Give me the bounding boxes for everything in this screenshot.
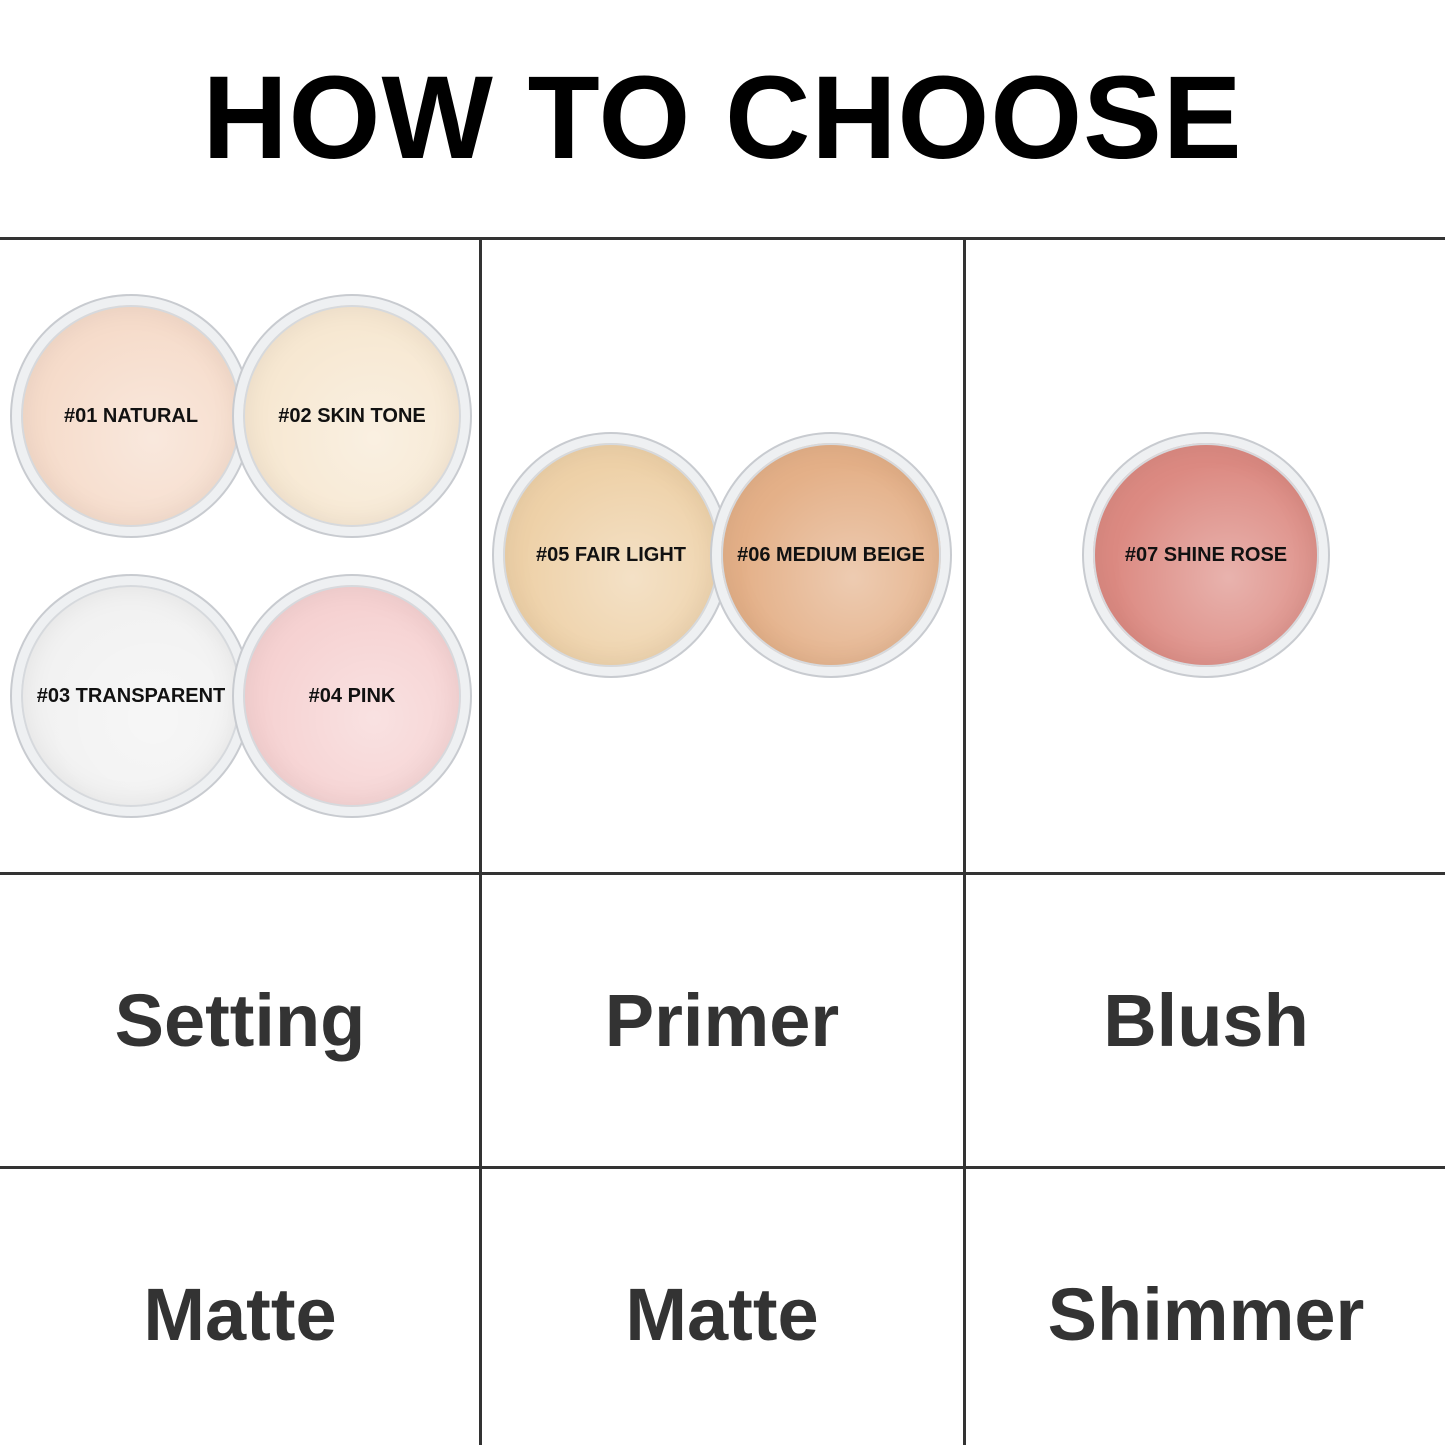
shade-label: #01 NATURAL	[63, 404, 199, 427]
grid-line	[0, 237, 1445, 240]
grid-line	[479, 238, 482, 1445]
use-primer: Primer	[604, 979, 840, 1062]
finish-setting: Matte	[143, 1273, 337, 1356]
shade-jar-02: #02 SKIN TONE	[234, 296, 470, 536]
shade-jar-04: #04 PINK	[234, 576, 470, 816]
shade-jar-06: #06 MEDIUM BEIGE	[712, 434, 950, 676]
shade-label: #05 FAIR LIGHT	[535, 543, 687, 566]
grid-line	[0, 872, 1445, 875]
shade-jar-03: #03 TRANSPARENT	[12, 576, 250, 816]
shade-label: #04 PINK	[308, 684, 396, 707]
shade-label: #03 TRANSPARENT	[36, 684, 226, 707]
shade-label: #06 MEDIUM BEIGE	[737, 543, 925, 566]
shade-label: #02 SKIN TONE	[278, 404, 426, 427]
finish-primer: Matte	[625, 1273, 819, 1356]
page-title: HOW TO CHOOSE	[202, 52, 1243, 184]
use-blush: Blush	[1103, 979, 1309, 1062]
shade-jar-05: #05 FAIR LIGHT	[494, 434, 728, 676]
shade-label: #07 SHINE ROSE	[1124, 543, 1288, 566]
shade-jar-01: #01 NATURAL	[12, 296, 250, 536]
use-setting: Setting	[114, 979, 366, 1062]
grid-line	[0, 1166, 1445, 1169]
finish-blush: Shimmer	[1047, 1273, 1365, 1356]
grid-line	[963, 238, 966, 1445]
shade-jar-07: #07 SHINE ROSE	[1084, 434, 1328, 676]
